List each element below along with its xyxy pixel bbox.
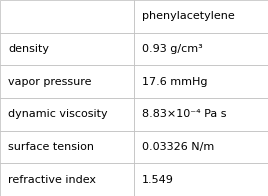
Text: density: density: [8, 44, 49, 54]
Bar: [134, 0, 268, 33]
Text: 0.93 g/cm³: 0.93 g/cm³: [142, 44, 203, 54]
Bar: [134, 33, 268, 65]
Text: vapor pressure: vapor pressure: [8, 77, 92, 87]
Bar: [134, 65, 268, 98]
Text: 8.83×10⁻⁴ Pa s: 8.83×10⁻⁴ Pa s: [142, 109, 226, 119]
Bar: [0, 33, 134, 65]
Bar: [0, 0, 134, 33]
Text: 0.03326 N/m: 0.03326 N/m: [142, 142, 214, 152]
Text: surface tension: surface tension: [8, 142, 94, 152]
Bar: [134, 131, 268, 163]
Text: phenylacetylene: phenylacetylene: [142, 11, 235, 21]
Bar: [0, 65, 134, 98]
Text: refractive index: refractive index: [8, 175, 96, 185]
Bar: [0, 98, 134, 131]
Bar: [0, 131, 134, 163]
Bar: [0, 163, 134, 196]
Bar: [134, 98, 268, 131]
Text: dynamic viscosity: dynamic viscosity: [8, 109, 108, 119]
Text: 1.549: 1.549: [142, 175, 174, 185]
Text: 17.6 mmHg: 17.6 mmHg: [142, 77, 207, 87]
Bar: [134, 163, 268, 196]
